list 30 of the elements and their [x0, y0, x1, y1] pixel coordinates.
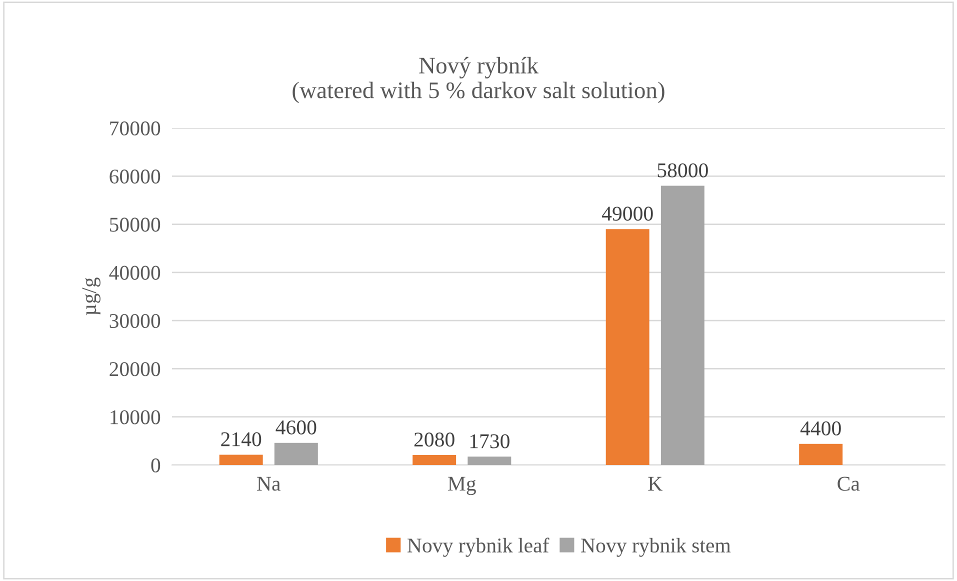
x-tick-label: Ca	[838, 476, 860, 491]
y-tick-label: 20000	[110, 362, 160, 376]
y-tick-label: 70000	[110, 121, 160, 136]
y-tick-label: 40000	[109, 266, 160, 280]
y-tick-label: 30000	[110, 314, 160, 328]
y-tick-label: 10000	[110, 410, 160, 424]
y-axis-title: µg/g	[82, 278, 100, 316]
bar	[219, 454, 263, 465]
data-label: 58000	[658, 163, 708, 178]
y-tick-label: 60000	[110, 170, 160, 184]
data-label: 2140	[221, 432, 262, 446]
data-label: 4400	[800, 421, 841, 436]
data-label: 4600	[276, 420, 316, 434]
bar	[274, 442, 318, 465]
bar	[412, 454, 456, 465]
data-label: 49000	[602, 206, 653, 221]
legend-label: Novy rybnik leaf	[408, 538, 550, 557]
data-label: 1730	[470, 434, 510, 448]
data-label: 2080	[414, 432, 454, 447]
y-tick-label: 0	[151, 458, 160, 472]
chart-title: Nový rybník (watered with 5 % darkov salt solution)	[292, 56, 664, 104]
bar	[660, 186, 704, 465]
x-tick-label: K	[648, 476, 662, 491]
bar	[799, 444, 843, 465]
legend-label: Novy rybnik stem	[581, 538, 731, 557]
x-tick-label: Mg	[448, 476, 476, 496]
x-tick-label: Na	[257, 476, 280, 491]
bar	[606, 229, 650, 465]
bar	[468, 456, 512, 465]
y-tick-label: 50000	[110, 218, 160, 232]
